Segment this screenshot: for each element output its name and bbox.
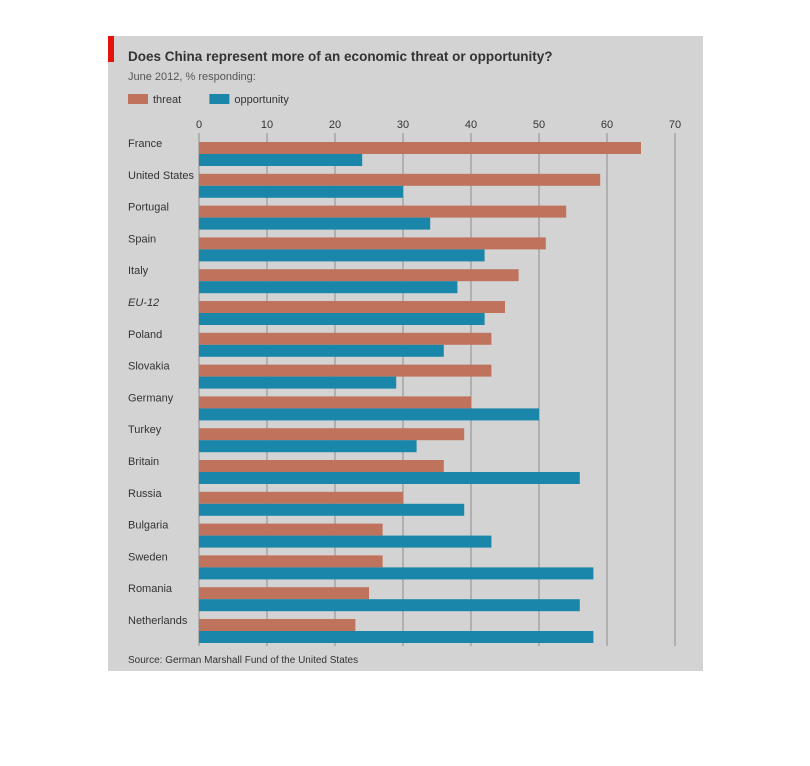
bars bbox=[199, 142, 641, 643]
bar-opportunity bbox=[199, 599, 580, 612]
category-label: Poland bbox=[128, 329, 162, 341]
accent-bar bbox=[108, 36, 114, 62]
bar-threat bbox=[199, 555, 383, 568]
category-label: Turkey bbox=[128, 424, 162, 436]
legend-swatch bbox=[128, 94, 148, 104]
category-label: EU-12 bbox=[128, 297, 159, 309]
bar-opportunity bbox=[199, 535, 492, 548]
chart-subtitle: June 2012, % responding: bbox=[128, 71, 256, 83]
source-note: Source: German Marshall Fund of the Unit… bbox=[128, 655, 358, 666]
category-label: United States bbox=[128, 170, 195, 182]
bar-threat bbox=[199, 428, 465, 441]
category-label: Slovakia bbox=[128, 361, 170, 373]
x-tick-label: 30 bbox=[397, 119, 409, 131]
bar-threat bbox=[199, 396, 471, 409]
category-label: Russia bbox=[128, 488, 163, 500]
category-label: Sweden bbox=[128, 551, 168, 563]
category-label: Portugal bbox=[128, 202, 169, 214]
bar-opportunity bbox=[199, 472, 580, 484]
legend-label: threat bbox=[153, 94, 181, 106]
bar-opportunity bbox=[199, 408, 539, 421]
legend: threat opportunity bbox=[128, 94, 289, 106]
category-label: Bulgaria bbox=[128, 520, 169, 532]
category-labels: France United States Portugal Spain Italy EU-… bbox=[128, 138, 195, 627]
bar-threat bbox=[199, 269, 519, 282]
legend-label: opportunity bbox=[234, 94, 289, 106]
bar-threat bbox=[199, 173, 601, 186]
x-tick-label: 10 bbox=[261, 119, 273, 131]
bar-threat bbox=[199, 237, 546, 250]
bar-opportunity bbox=[199, 249, 485, 262]
bar-opportunity bbox=[199, 503, 465, 516]
bar-opportunity bbox=[199, 281, 458, 294]
category-label: Britain bbox=[128, 456, 159, 468]
legend-swatch bbox=[209, 94, 230, 104]
bar-threat bbox=[199, 587, 369, 600]
x-axis-ticks: 0 10 20 30 40 50 60 70 bbox=[196, 119, 681, 131]
category-label: France bbox=[128, 138, 162, 150]
bar-threat bbox=[199, 364, 492, 377]
category-label: Germany bbox=[128, 392, 174, 404]
category-label: Netherlands bbox=[128, 615, 188, 627]
bar-opportunity bbox=[199, 154, 363, 166]
bar-opportunity bbox=[199, 631, 594, 643]
x-tick-label: 50 bbox=[533, 119, 545, 131]
x-tick-label: 40 bbox=[465, 119, 477, 131]
bar-threat bbox=[199, 142, 641, 154]
category-label: Italy bbox=[128, 265, 149, 277]
bar-threat bbox=[199, 523, 383, 536]
bar-threat bbox=[199, 205, 567, 218]
bar-opportunity bbox=[199, 567, 594, 580]
bar-threat bbox=[199, 332, 492, 345]
bar-threat bbox=[199, 460, 444, 472]
x-tick-label: 0 bbox=[196, 119, 202, 131]
bar-opportunity bbox=[199, 376, 397, 389]
bar-opportunity bbox=[199, 344, 444, 357]
chart-svg: Does China represent more of an economic… bbox=[108, 36, 681, 666]
x-tick-label: 70 bbox=[669, 119, 681, 131]
bar-threat bbox=[199, 619, 356, 631]
chart-title: Does China represent more of an economic… bbox=[128, 49, 553, 64]
bar-opportunity bbox=[199, 185, 403, 198]
x-tick-label: 60 bbox=[601, 119, 613, 131]
bar-opportunity bbox=[199, 217, 431, 230]
bar-threat bbox=[199, 301, 505, 313]
category-label: Spain bbox=[128, 233, 156, 245]
chart-panel: Does China represent more of an economic… bbox=[108, 36, 703, 671]
bar-opportunity bbox=[199, 313, 485, 325]
category-label: Romania bbox=[128, 583, 173, 595]
bar-threat bbox=[199, 491, 403, 504]
x-tick-label: 20 bbox=[329, 119, 341, 131]
bar-opportunity bbox=[199, 440, 417, 453]
